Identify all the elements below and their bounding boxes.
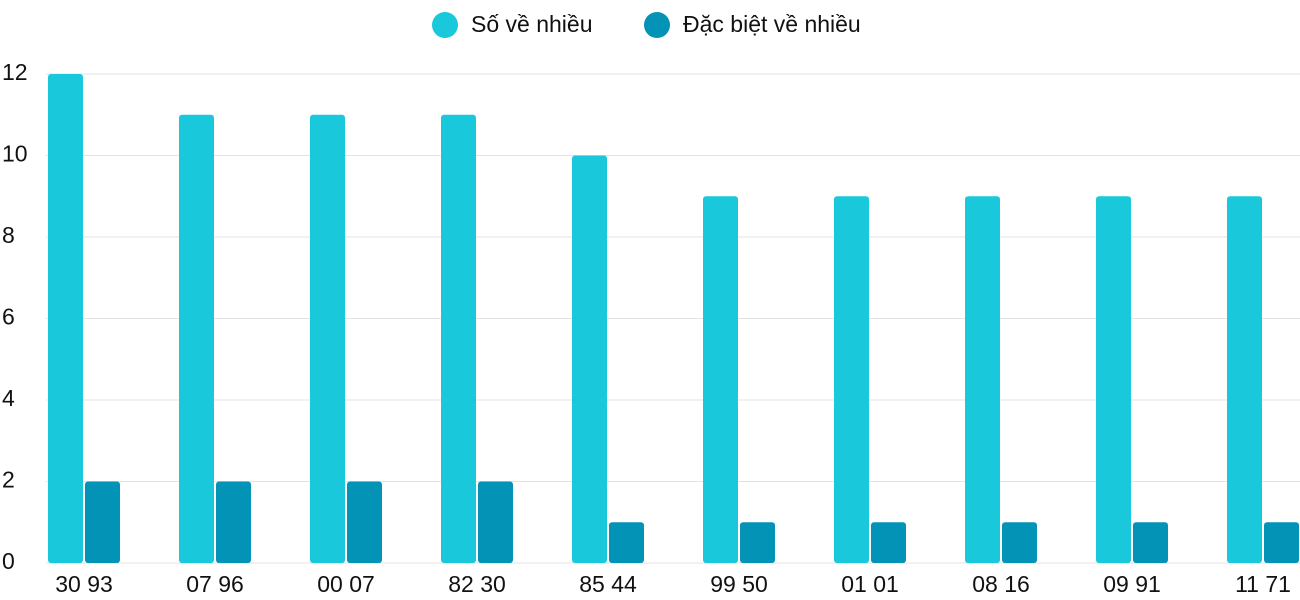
x-tick-label: 11 71 (1235, 571, 1291, 597)
bar (347, 481, 382, 563)
bar (1227, 196, 1262, 563)
bar (834, 196, 869, 563)
bar (1264, 522, 1299, 563)
bar (740, 522, 775, 563)
x-tick-label: 01 01 (841, 571, 899, 597)
bar (1133, 522, 1168, 563)
bar (441, 114, 476, 563)
x-tick-label: 99 50 (710, 571, 768, 597)
bar (572, 155, 607, 563)
legend-marker (644, 12, 670, 38)
bar (703, 196, 738, 563)
bar (478, 481, 513, 563)
x-tick-label: 82 30 (448, 571, 506, 597)
x-tick-label: 00 07 (317, 571, 375, 597)
bar (1002, 522, 1037, 563)
x-tick-label: 30 93 (55, 571, 113, 597)
bar (1096, 196, 1131, 563)
bar (85, 481, 120, 563)
y-tick-label: 10 (2, 141, 28, 167)
x-tick-label: 09 91 (1103, 571, 1161, 597)
bar (609, 522, 644, 563)
y-tick-label: 0 (2, 548, 15, 574)
bar (48, 74, 83, 563)
x-tick-label: 07 96 (186, 571, 244, 597)
bar (871, 522, 906, 563)
x-tick-label: 85 44 (579, 571, 637, 597)
bar (179, 114, 214, 563)
y-tick-label: 8 (2, 222, 15, 248)
legend-marker (432, 12, 458, 38)
bar (310, 114, 345, 563)
bar (216, 481, 251, 563)
y-tick-label: 6 (2, 304, 15, 330)
y-tick-label: 12 (2, 59, 28, 85)
y-tick-label: 4 (2, 385, 15, 411)
legend-label: Số về nhiều (471, 11, 592, 37)
x-tick-label: 08 16 (972, 571, 1030, 597)
legend-label: Đặc biệt về nhiều (683, 11, 861, 37)
bar (965, 196, 1000, 563)
y-tick-label: 2 (2, 467, 15, 493)
